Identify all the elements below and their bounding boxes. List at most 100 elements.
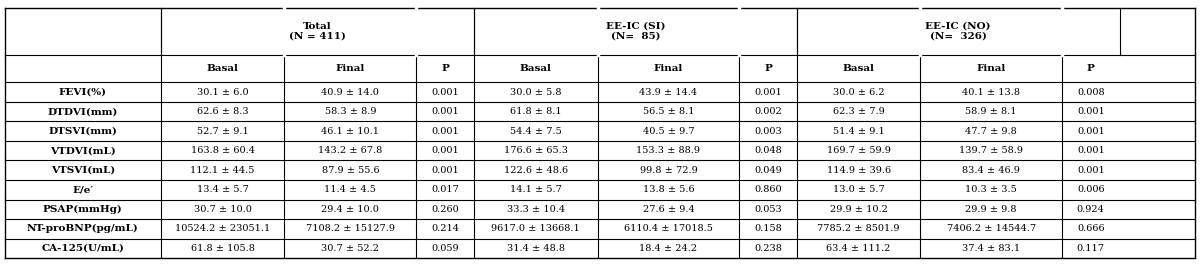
Text: 40.1 ± 13.8: 40.1 ± 13.8: [962, 88, 1020, 97]
Text: Final: Final: [977, 64, 1006, 73]
Text: 14.1 ± 5.7: 14.1 ± 5.7: [510, 185, 562, 194]
Text: PSAP(mmHg): PSAP(mmHg): [43, 205, 122, 214]
Text: 0.001: 0.001: [1076, 107, 1105, 116]
Text: P: P: [442, 64, 449, 73]
Text: 58.9 ± 8.1: 58.9 ± 8.1: [966, 107, 1016, 116]
Text: 30.0 ± 5.8: 30.0 ± 5.8: [510, 88, 562, 97]
Text: 61.8 ± 105.8: 61.8 ± 105.8: [191, 244, 254, 253]
Text: 13.4 ± 5.7: 13.4 ± 5.7: [197, 185, 248, 194]
Text: EE-IC (SI)
(N=  85): EE-IC (SI) (N= 85): [606, 22, 665, 41]
Text: 114.9 ± 39.6: 114.9 ± 39.6: [827, 166, 890, 175]
Text: 0.002: 0.002: [754, 107, 782, 116]
Text: 0.001: 0.001: [431, 107, 460, 116]
Text: 40.9 ± 14.0: 40.9 ± 14.0: [322, 88, 379, 97]
Text: VTSVI(mL): VTSVI(mL): [50, 166, 115, 175]
Text: Basal: Basal: [842, 64, 875, 73]
Text: 10.3 ± 3.5: 10.3 ± 3.5: [965, 185, 1018, 194]
Text: Total
(N = 411): Total (N = 411): [289, 22, 346, 41]
Text: 139.7 ± 58.9: 139.7 ± 58.9: [959, 146, 1024, 155]
Text: 0.924: 0.924: [1076, 205, 1105, 214]
Text: 0.001: 0.001: [431, 146, 460, 155]
Text: 33.3 ± 10.4: 33.3 ± 10.4: [506, 205, 565, 214]
Text: 87.9 ± 55.6: 87.9 ± 55.6: [322, 166, 379, 175]
Text: 0.001: 0.001: [1076, 146, 1105, 155]
Text: 30.7 ± 10.0: 30.7 ± 10.0: [193, 205, 252, 214]
Text: 63.4 ± 111.2: 63.4 ± 111.2: [827, 244, 890, 253]
Text: FEVI(%): FEVI(%): [59, 88, 107, 97]
Text: 30.1 ± 6.0: 30.1 ± 6.0: [197, 88, 248, 97]
Text: 0.049: 0.049: [754, 166, 782, 175]
Text: 0.860: 0.860: [754, 185, 782, 194]
Text: Basal: Basal: [520, 64, 552, 73]
Text: 56.5 ± 8.1: 56.5 ± 8.1: [643, 107, 694, 116]
Text: 0.158: 0.158: [754, 224, 782, 233]
Text: 27.6 ± 9.4: 27.6 ± 9.4: [642, 205, 695, 214]
Text: 13.0 ± 5.7: 13.0 ± 5.7: [833, 185, 884, 194]
Text: 0.001: 0.001: [754, 88, 782, 97]
Text: CA-125(U/mL): CA-125(U/mL): [41, 244, 125, 253]
Text: 0.260: 0.260: [431, 205, 460, 214]
Text: 0.214: 0.214: [431, 224, 460, 233]
Text: 0.048: 0.048: [754, 146, 782, 155]
Text: 0.001: 0.001: [431, 88, 460, 97]
Text: 18.4 ± 24.2: 18.4 ± 24.2: [640, 244, 697, 253]
Text: NT-proBNP(pg/mL): NT-proBNP(pg/mL): [26, 224, 139, 233]
Text: 169.7 ± 59.9: 169.7 ± 59.9: [827, 146, 890, 155]
Text: 37.4 ± 83.1: 37.4 ± 83.1: [962, 244, 1020, 253]
Text: 0.001: 0.001: [431, 127, 460, 136]
Text: 83.4 ± 46.9: 83.4 ± 46.9: [962, 166, 1020, 175]
Text: 54.4 ± 7.5: 54.4 ± 7.5: [510, 127, 562, 136]
Text: 153.3 ± 88.9: 153.3 ± 88.9: [636, 146, 701, 155]
Text: 0.008: 0.008: [1076, 88, 1105, 97]
Text: 10524.2 ± 23051.1: 10524.2 ± 23051.1: [175, 224, 270, 233]
Text: 0.117: 0.117: [1076, 244, 1105, 253]
Text: 0.001: 0.001: [431, 166, 460, 175]
Text: 0.006: 0.006: [1076, 185, 1105, 194]
Text: 29.4 ± 10.0: 29.4 ± 10.0: [322, 205, 379, 214]
Text: 0.059: 0.059: [431, 244, 460, 253]
Text: 7108.2 ± 15127.9: 7108.2 ± 15127.9: [306, 224, 395, 233]
Text: 0.666: 0.666: [1076, 224, 1105, 233]
Text: Final: Final: [336, 64, 365, 73]
Text: 122.6 ± 48.6: 122.6 ± 48.6: [504, 166, 568, 175]
Text: 0.238: 0.238: [754, 244, 782, 253]
Text: 11.4 ± 4.5: 11.4 ± 4.5: [324, 185, 377, 194]
Text: P: P: [764, 64, 772, 73]
Text: E/e′: E/e′: [72, 185, 94, 194]
Text: 0.001: 0.001: [1076, 166, 1105, 175]
Text: 176.6 ± 65.3: 176.6 ± 65.3: [504, 146, 568, 155]
Text: 7406.2 ± 14544.7: 7406.2 ± 14544.7: [947, 224, 1036, 233]
Text: 163.8 ± 60.4: 163.8 ± 60.4: [191, 146, 254, 155]
Text: EE-IC (NO)
(N=  326): EE-IC (NO) (N= 326): [925, 22, 991, 41]
Text: DTSVI(mm): DTSVI(mm): [48, 127, 118, 136]
Text: VTDVI(mL): VTDVI(mL): [50, 146, 115, 155]
Text: 29.9 ± 9.8: 29.9 ± 9.8: [966, 205, 1016, 214]
Text: 58.3 ± 8.9: 58.3 ± 8.9: [325, 107, 376, 116]
Text: 40.5 ± 9.7: 40.5 ± 9.7: [642, 127, 695, 136]
Text: 99.8 ± 72.9: 99.8 ± 72.9: [640, 166, 697, 175]
Text: Final: Final: [654, 64, 683, 73]
Text: 29.9 ± 10.2: 29.9 ± 10.2: [829, 205, 888, 214]
Text: Basal: Basal: [206, 64, 239, 73]
Text: 143.2 ± 67.8: 143.2 ± 67.8: [318, 146, 383, 155]
Text: 6110.4 ± 17018.5: 6110.4 ± 17018.5: [624, 224, 713, 233]
Text: 0.017: 0.017: [431, 185, 460, 194]
Text: 112.1 ± 44.5: 112.1 ± 44.5: [191, 166, 254, 175]
Text: 47.7 ± 9.8: 47.7 ± 9.8: [965, 127, 1018, 136]
Text: 13.8 ± 5.6: 13.8 ± 5.6: [642, 185, 695, 194]
Text: 0.003: 0.003: [754, 127, 782, 136]
Text: 0.053: 0.053: [754, 205, 782, 214]
Text: 51.4 ± 9.1: 51.4 ± 9.1: [833, 127, 884, 136]
Text: 30.0 ± 6.2: 30.0 ± 6.2: [833, 88, 884, 97]
Text: 9617.0 ± 13668.1: 9617.0 ± 13668.1: [492, 224, 580, 233]
Text: 46.1 ± 10.1: 46.1 ± 10.1: [322, 127, 379, 136]
Text: 62.3 ± 7.9: 62.3 ± 7.9: [833, 107, 884, 116]
Text: 52.7 ± 9.1: 52.7 ± 9.1: [197, 127, 248, 136]
Text: DTDVI(mm): DTDVI(mm): [48, 107, 118, 116]
Text: 43.9 ± 14.4: 43.9 ± 14.4: [640, 88, 697, 97]
Text: 7785.2 ± 8501.9: 7785.2 ± 8501.9: [817, 224, 900, 233]
Text: 30.7 ± 52.2: 30.7 ± 52.2: [322, 244, 379, 253]
Text: 62.6 ± 8.3: 62.6 ± 8.3: [197, 107, 248, 116]
Text: P: P: [1087, 64, 1094, 73]
Text: 0.001: 0.001: [1076, 127, 1105, 136]
